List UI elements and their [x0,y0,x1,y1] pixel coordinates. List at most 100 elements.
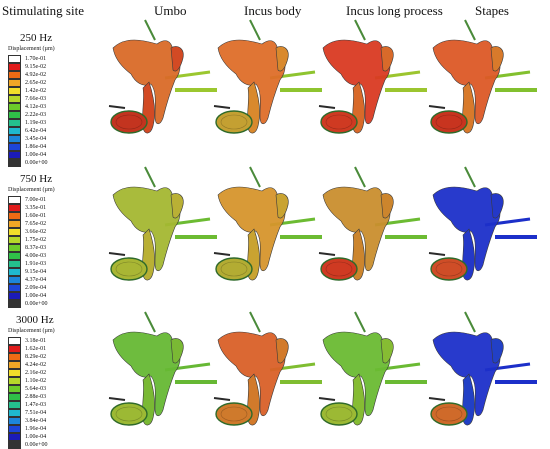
legend-value: 4.00e-03 [25,253,47,259]
legend-value: 3.66e-02 [25,229,47,235]
legend-value: 6.42e-04 [25,128,47,134]
ossicle-short-process [275,46,289,72]
stapes-footplate [320,402,358,426]
legend-value: 1.62e-01 [25,346,47,352]
footplate-rim [325,261,353,277]
footplate-rim [115,261,143,277]
legend-swatch [8,55,21,63]
rod-top [249,311,261,333]
legend-value: 2.88e-03 [25,394,47,400]
legend-value: 7.00e-01 [25,197,47,203]
legend-title-3000: Displacement (µm) [8,328,55,334]
legend-value: 1.10e-02 [25,378,47,384]
rod-top [464,166,476,188]
legend-entry: 2.22e-03 [8,111,88,119]
ossicle-body [322,39,391,125]
ossicle-body [112,331,181,417]
rod-left [213,397,231,401]
legend-swatch [8,127,21,135]
legend-title-750: Displacement (µm) [8,187,55,193]
stapes-footplate [430,257,468,281]
legend-swatch [8,345,21,353]
legend-value: 3.45e-04 [25,136,47,142]
ossicle-model-svg [428,19,537,134]
freq-label-250: 250 Hz [20,32,53,44]
header-incus-long-process: Incus long process [346,3,443,18]
legend-entry: 5.64e-03 [8,385,88,393]
ossicle-model-svg [213,311,322,426]
legend-value: 1.00e-04 [25,152,47,158]
model-3000-incus-body [210,310,328,440]
legend-swatch [8,292,21,300]
model-3000-umbo [105,310,223,440]
legend-swatch [8,228,21,236]
ossicle-short-process [380,193,394,219]
legend-entry: 1.62e-01 [8,345,88,353]
model-250-incus-long-process [315,18,433,148]
ossicle-model-svg [213,19,322,134]
model-750-incus-body [210,165,328,295]
legend-value: 2.22e-03 [25,112,47,118]
rod-top [144,311,156,333]
ossicle-short-process [275,338,289,364]
legend-entry: 1.00e-04 [8,151,88,159]
legend-swatch [8,401,21,409]
rod-top [249,166,261,188]
legend-entry: 1.75e-02 [8,236,88,244]
ossicle-body [217,186,286,272]
legend-entry: 6.42e-04 [8,127,88,135]
legend-entry: 1.91e-03 [8,260,88,268]
legend-swatch [8,268,21,276]
ossicle-body [112,186,181,272]
ossicle-short-process [170,338,184,364]
legend-swatch [8,276,21,284]
ossicle-body [112,39,181,125]
footplate-rim [435,406,463,422]
legend-entry: 8.37e-03 [8,244,88,252]
footplate-rim [115,406,143,422]
legend-swatch [8,260,21,268]
legend-value: 0.00e+00 [25,442,48,448]
legend-entry: 0.00e+00 [8,300,88,308]
stapes-footplate [320,110,358,134]
legend-swatch [8,151,21,159]
legend-entry: 1.00e-04 [8,292,88,300]
legend-value: 1.60e-01 [25,213,47,219]
legend-swatch [8,95,21,103]
legend-swatch [8,425,21,433]
ossicle-model-svg [213,166,322,281]
legend-value: 1.86e-04 [25,144,47,150]
legend-entry: 1.42e-02 [8,87,88,95]
legend-entry: 1.86e-04 [8,143,88,151]
stapes-footplate [215,402,253,426]
rod-left [213,252,231,256]
ossicle-model-svg [428,311,537,426]
legend-entry: 8.29e-02 [8,353,88,361]
header-stimulating-site: Stimulating site [2,3,84,18]
legend-swatch [8,119,21,127]
rod-top [354,311,366,333]
legend-value: 1.96e-04 [25,426,47,432]
rod-top [144,166,156,188]
legend-swatch [8,220,21,228]
legend-swatch [8,284,21,292]
legend-value: 3.84e-04 [25,418,47,424]
legend-swatch [8,417,21,425]
legend-entry: 1.10e-02 [8,377,88,385]
legend-value: 1.75e-02 [25,237,47,243]
legend-entry: 0.00e+00 [8,159,88,167]
ossicle-short-process [490,338,504,364]
legend-entry: 4.37e-04 [8,276,88,284]
rod-left [108,105,126,109]
legend-value: 0.00e+00 [25,160,48,166]
legend-value: 2.09e-04 [25,285,47,291]
legend-swatch [8,300,21,308]
legend-swatch [8,337,21,345]
legend-value: 9.15e-04 [25,269,47,275]
legend-value: 2.16e-02 [25,370,47,376]
legend-value: 1.00e-04 [25,293,47,299]
rod-left [108,252,126,256]
legend-entry: 1.00e-04 [8,433,88,441]
legend-value: 7.65e-02 [25,221,47,227]
legend-swatch [8,409,21,417]
